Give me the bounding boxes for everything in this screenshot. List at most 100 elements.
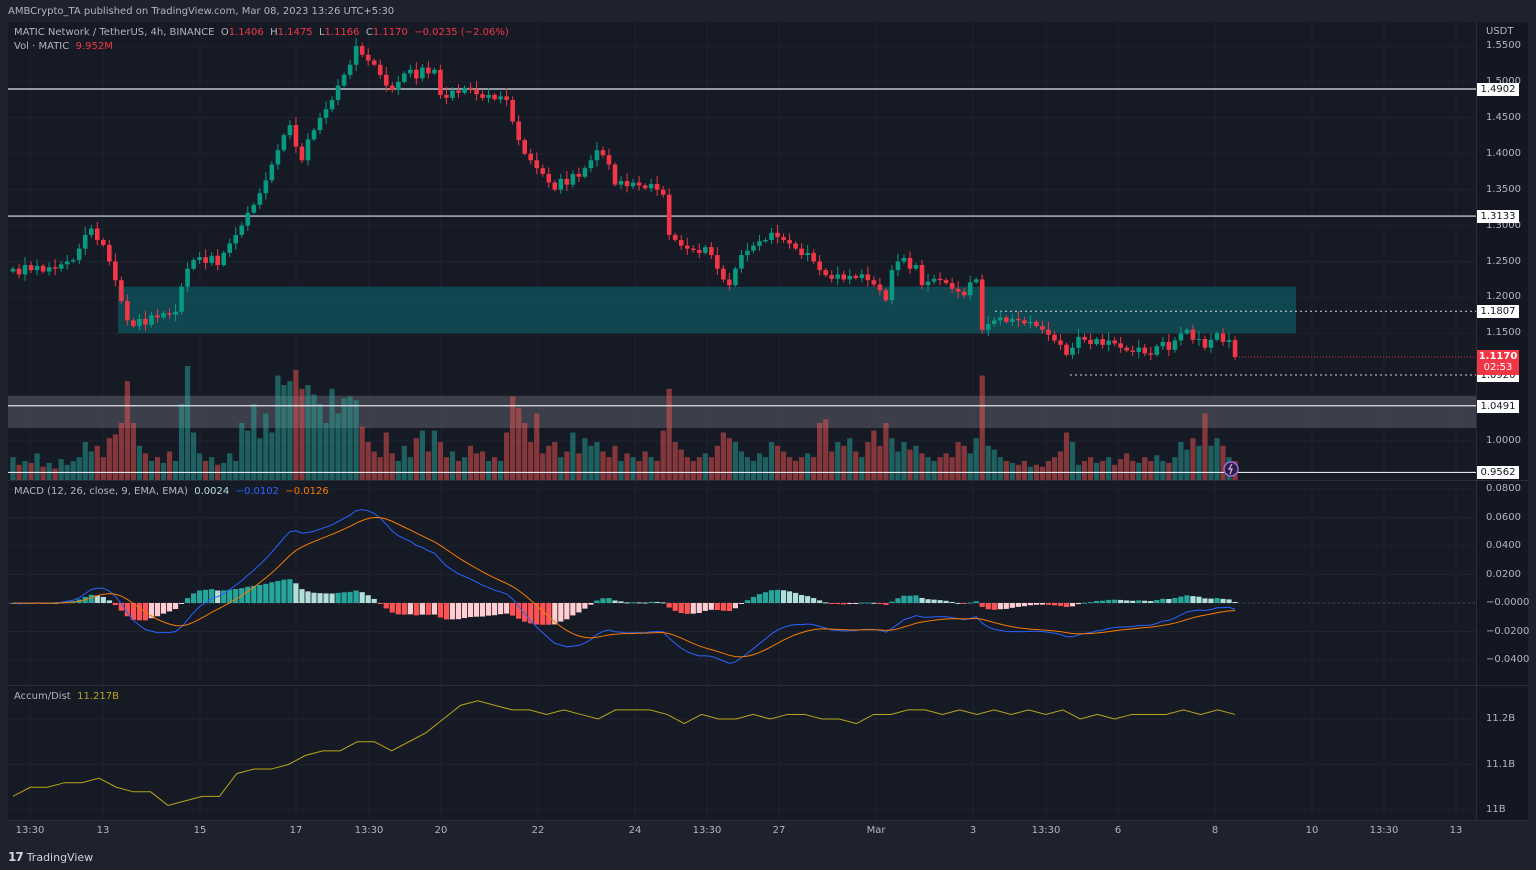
volume-bar — [913, 445, 919, 480]
volume-bar — [1184, 449, 1190, 480]
symbol-legend[interactable]: MATIC Network / TetherUS, 4h, BINANCE O1… — [14, 27, 509, 39]
volume-bar — [534, 413, 540, 480]
macd-histogram-bar — [1142, 600, 1148, 603]
candle-body — [1052, 334, 1057, 341]
volume-bar — [612, 445, 618, 480]
ad-legend[interactable]: Accum/Dist 11.217B — [14, 691, 119, 703]
candle-body — [209, 255, 214, 263]
macd-histogram-bar — [756, 594, 763, 603]
high-value: 1.1475 — [277, 27, 313, 38]
macd-histogram-bar — [184, 598, 191, 603]
macd-histogram-bar — [684, 603, 690, 614]
macd-legend[interactable]: MACD (12, 26, close, 9, EMA, EMA) 0.0024… — [14, 486, 329, 498]
candle-body — [630, 182, 636, 187]
volume-bar — [1009, 462, 1015, 480]
volume-bar — [473, 453, 480, 480]
macd-histogram-bar — [931, 599, 937, 603]
candle-body — [179, 286, 184, 312]
candle-body — [257, 193, 263, 205]
candle-body — [1034, 321, 1039, 327]
volume-bar — [305, 385, 311, 480]
volume-bar — [552, 442, 558, 480]
volume-bar — [118, 423, 124, 480]
tradingview-brand[interactable]: 17 TradingView — [8, 850, 93, 864]
volume-bar — [889, 438, 895, 480]
candle-body — [371, 60, 377, 65]
macd-histogram-bar — [985, 603, 991, 610]
volume-legend[interactable]: Vol · MATIC 9.952M — [14, 41, 113, 53]
candle-body — [16, 268, 22, 275]
candle-body — [293, 125, 299, 147]
volume-bar — [1154, 455, 1160, 480]
candle-body — [353, 46, 359, 65]
macd-histogram-bar — [997, 603, 1003, 610]
candle-body — [402, 73, 407, 82]
volume-bar — [1214, 438, 1220, 480]
candle-body — [678, 239, 684, 246]
macd-histogram-bar — [805, 596, 811, 603]
volume-bar — [1081, 461, 1088, 480]
volume-bar — [859, 457, 865, 480]
macd-histogram-bar — [552, 603, 558, 625]
volume-bar — [269, 432, 275, 480]
macd-histogram-bar — [1063, 603, 1070, 607]
candle-body — [305, 139, 311, 161]
volume-bar — [455, 461, 462, 480]
time-tick-label: 13:30 — [1369, 825, 1399, 836]
volume-bar — [696, 457, 702, 480]
candle-body — [841, 274, 847, 280]
volume-bar — [275, 375, 281, 480]
macd-histogram-bar — [263, 583, 269, 603]
candle-body — [775, 232, 780, 238]
volume-bar — [630, 457, 636, 480]
volume-bar — [1118, 459, 1124, 480]
candle-body — [408, 69, 413, 74]
volume-bar — [485, 461, 492, 480]
candle-body — [1184, 329, 1190, 334]
volume-bar — [919, 453, 925, 480]
volume-bar — [467, 445, 474, 480]
volume-bar — [407, 457, 413, 480]
macd-histogram-bar — [461, 603, 468, 619]
macd-histogram-bar — [251, 585, 257, 603]
macd-histogram-bar — [455, 603, 462, 620]
time-tick-label: 22 — [531, 825, 545, 836]
volume-bar — [1003, 461, 1009, 480]
volume-bar — [570, 432, 576, 480]
candle-body — [582, 168, 588, 177]
volume-value: 9.952M — [75, 41, 113, 52]
volume-bar — [257, 438, 263, 480]
macd-histogram-bar — [377, 603, 383, 604]
candle-body — [618, 181, 624, 185]
macd-histogram-bar — [233, 589, 239, 603]
time-tick-label: 6 — [1114, 825, 1122, 836]
candle-body — [1046, 329, 1051, 335]
volume-bar — [504, 432, 510, 480]
candle-body — [281, 135, 287, 151]
candle-body — [817, 261, 822, 271]
candle-body — [973, 279, 979, 283]
volume-bar — [558, 457, 564, 480]
macd-histogram-bar — [100, 596, 106, 603]
macd-histogram-bar — [793, 592, 799, 603]
candle-body — [570, 173, 576, 185]
candle-body — [907, 257, 913, 269]
time-tick-label: 15 — [193, 825, 207, 836]
candle-body — [534, 160, 540, 169]
macd-histogram-bar — [504, 603, 510, 614]
volume-bar — [1045, 461, 1052, 480]
candle-body — [323, 109, 329, 118]
macd-histogram-bar — [383, 603, 389, 609]
volume-bar — [263, 413, 269, 480]
candle-body — [612, 164, 618, 185]
candle-body — [546, 173, 552, 183]
macd-histogram-bar — [395, 603, 401, 615]
volume-bar — [726, 438, 732, 480]
current-price-tag: 1.1170 02:53 — [1477, 350, 1519, 375]
candle-body — [606, 155, 612, 165]
volume-bar — [1220, 445, 1226, 480]
candle-body — [22, 265, 28, 275]
macd-histogram-bar — [130, 603, 136, 620]
volume-bar — [624, 453, 630, 480]
